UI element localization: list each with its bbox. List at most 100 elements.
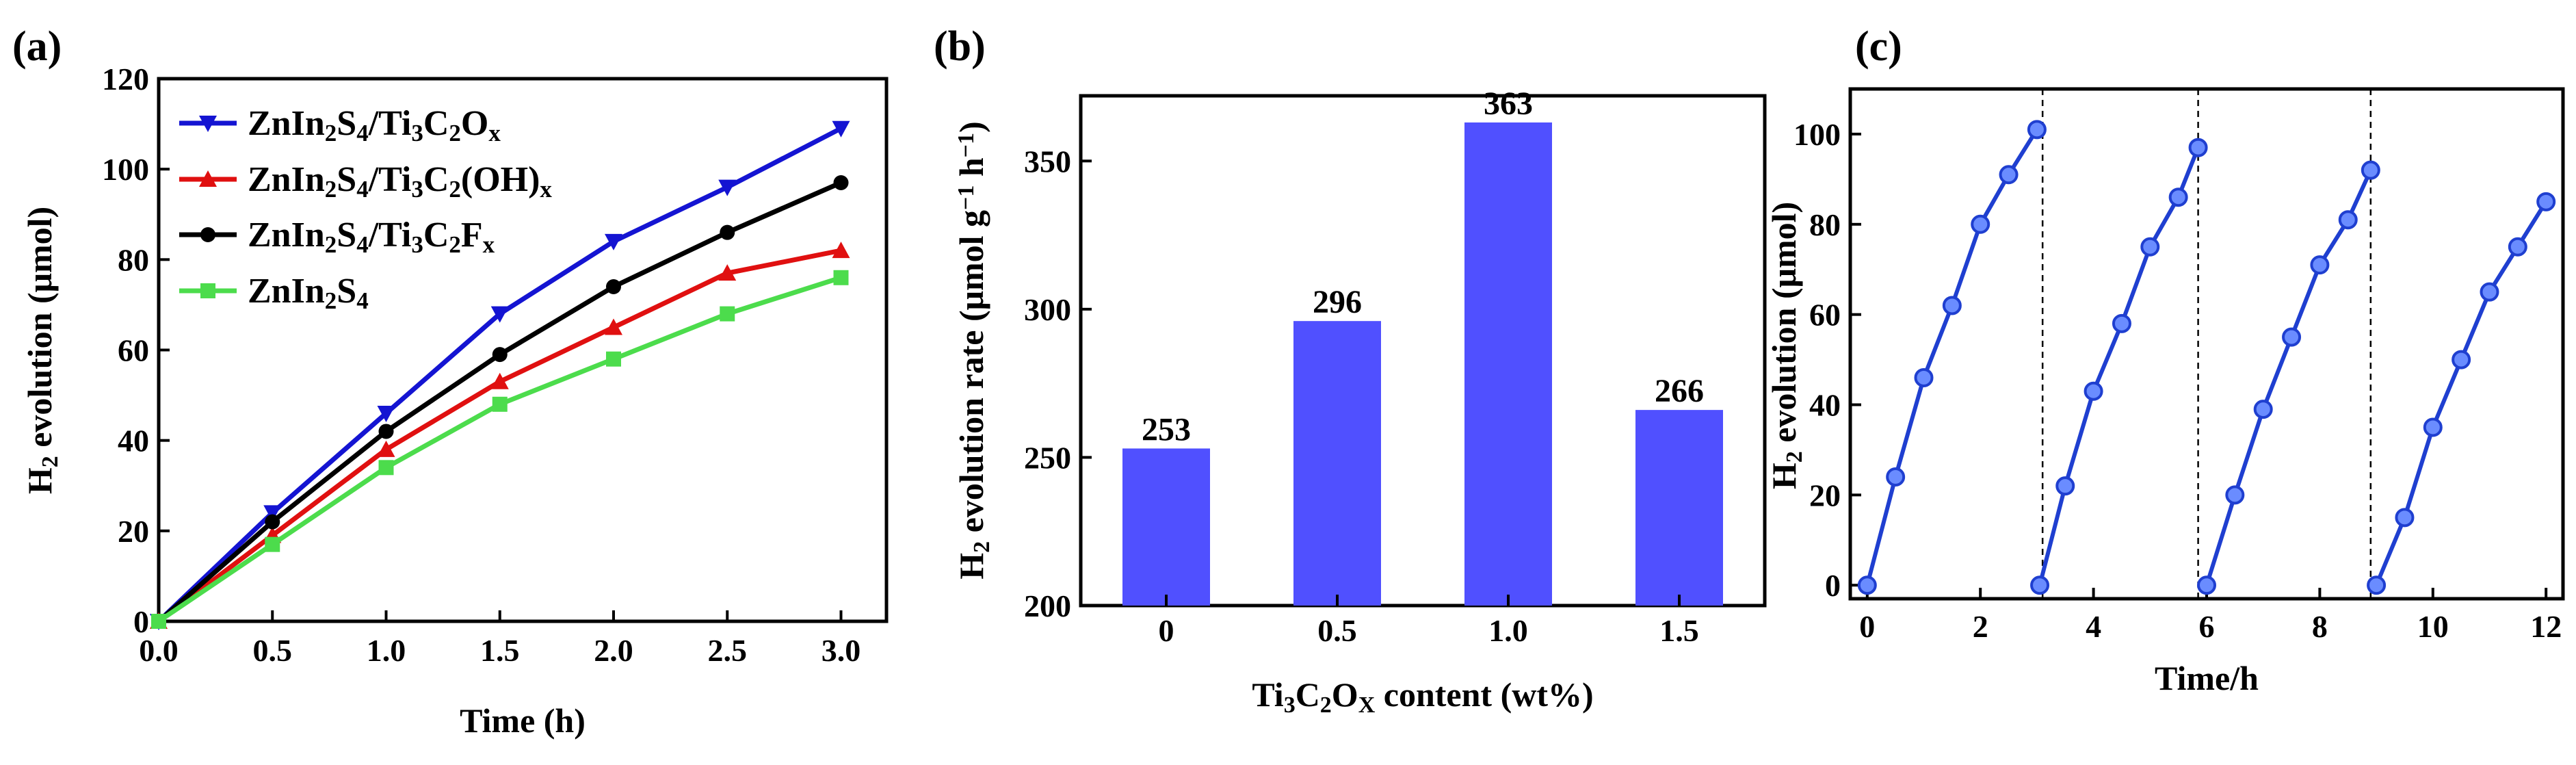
panel-a-data-point xyxy=(606,351,621,367)
panel-a-x-axis-label: Time (h) xyxy=(460,701,586,740)
panel-c-x-tick-label: 10 xyxy=(2417,609,2449,644)
panel-c-plot-frame xyxy=(1848,87,2565,601)
panel-a-legend-label: ZnIn2S4 xyxy=(248,272,369,314)
panel-a-x-tick-label: 3.0 xyxy=(822,633,861,668)
panel-c-data-point xyxy=(1942,296,1962,315)
panel-a-data-point xyxy=(265,536,280,552)
panel-b-plot-frame xyxy=(1079,94,1767,608)
panel-b-bar xyxy=(1464,122,1552,606)
panel-c-cycle-2 xyxy=(2030,138,2208,595)
panel-a-legend: ZnIn2S4/Ti3C2Ox ZnIn2S4/Ti3C2(OH)x ZnIn2S4… xyxy=(179,104,552,314)
panel-c-label: (c) xyxy=(1855,23,1902,70)
panel-a-data-point xyxy=(490,306,509,323)
panel-c-cycle-3 xyxy=(2197,160,2380,595)
panel-a-x-tick-label: 1.0 xyxy=(367,633,406,668)
panel-a-y-tick-label: 120 xyxy=(102,62,149,96)
panel-c-x-axis-label: Time/h xyxy=(2155,659,2259,697)
panel-a-data-point xyxy=(263,505,282,522)
panel-a-legend-marker xyxy=(199,170,217,187)
panel-b-x-tick-label: 1.5 xyxy=(1659,613,1699,648)
panel-c-data-point xyxy=(2168,187,2188,207)
panel-c-data-point xyxy=(2027,120,2047,140)
panel-a-x-tick-label: 2.5 xyxy=(708,633,748,668)
panel-c-data-point xyxy=(2367,575,2387,595)
panel-a-data-point xyxy=(720,224,735,240)
panel-a-y-tick-label: 60 xyxy=(118,333,149,368)
panel-a-data-point xyxy=(606,278,621,294)
panel-a-x-tick-label: 0.5 xyxy=(253,633,293,668)
panel-b-bar xyxy=(1635,410,1723,606)
panel-a-x-tick-label: 1.5 xyxy=(480,633,520,668)
panel-a-label: (a) xyxy=(12,23,62,70)
panel-c-data-point xyxy=(2361,160,2380,180)
panel-a-legend-marker xyxy=(200,227,215,242)
panel-c-y-tick-label: 0 xyxy=(1825,568,1841,603)
panel-a-data-point xyxy=(378,460,394,476)
panel-c-x-tick-label: 6 xyxy=(2199,609,2215,644)
panel-c-data-point xyxy=(2423,417,2443,437)
panel-a-data-point xyxy=(832,242,850,259)
panel-a-data-point xyxy=(718,179,737,196)
panel-b-bar-value-label: 296 xyxy=(1313,284,1362,320)
panel-a-data-point xyxy=(718,264,737,281)
panel-c-data-point xyxy=(2282,327,2302,347)
panel-c-data-point xyxy=(1857,575,1877,595)
panel-a-data-point xyxy=(832,120,850,138)
panel-c-y-tick-label: 80 xyxy=(1809,207,1841,242)
panel-c-data-point xyxy=(2225,485,2245,505)
panel-b-x-tick-label: 1.0 xyxy=(1488,613,1528,648)
panel-c-data-point xyxy=(2536,192,2556,211)
panel-a-data-point xyxy=(265,514,280,530)
panel-c-cycle-1 xyxy=(1857,120,2047,595)
panel-c-data-point xyxy=(2112,313,2131,333)
panel-a-data-point xyxy=(377,406,395,423)
panel-c-x-tick-label: 12 xyxy=(2530,609,2562,644)
panel-c-data-point xyxy=(2030,575,2050,595)
panel-a-y-tick-label: 80 xyxy=(118,242,149,277)
panel-b-y-tick-label: 350 xyxy=(1024,144,1071,179)
panel-a-data-point xyxy=(492,396,508,412)
panel-c-data-point xyxy=(2480,282,2499,302)
panel-c-y-tick-label: 40 xyxy=(1809,388,1841,423)
panel-c-data-point xyxy=(1971,214,1990,234)
panel-c-cycle-chart: (c) 0 2 4 6 8 10 12 0 20 40 60 80 100 Time/h H2 evol… xyxy=(1765,23,2565,697)
panel-a-series-3 xyxy=(151,270,849,629)
panel-a-legend-label: ZnIn2S4/Ti3C2Ox xyxy=(248,104,501,146)
panel-a-y-tick-label: 40 xyxy=(118,424,149,458)
panel-c-y-tick-label: 100 xyxy=(1793,117,1841,152)
panel-a-legend-marker xyxy=(199,116,217,132)
panel-c-cycle-4 xyxy=(2367,192,2556,595)
panel-c-data-point xyxy=(2055,476,2075,496)
panel-b-y-tick-label: 200 xyxy=(1024,588,1071,623)
panel-c-data-point xyxy=(2253,400,2273,419)
panel-c-data-point xyxy=(2395,508,2415,528)
panel-a-legend-marker xyxy=(200,283,215,298)
panel-c-data-point xyxy=(2508,237,2527,257)
panel-b-y-axis-label: H2 evolution rate (μmol g−1 h−1) xyxy=(952,121,995,579)
panel-a-data-point xyxy=(720,306,735,322)
panel-c-data-point xyxy=(1886,467,1906,487)
panel-b-x-tick-label: 0 xyxy=(1159,613,1174,648)
panel-a-x-tick-label: 0.0 xyxy=(139,633,179,668)
panel-c-cycle-line xyxy=(2374,200,2548,586)
panel-a-y-tick-label: 100 xyxy=(102,152,149,187)
panel-a-data-point xyxy=(378,424,394,439)
panel-a-y-tick-label: 0 xyxy=(133,604,149,639)
panel-c-x-tick-label: 4 xyxy=(2086,609,2101,644)
panel-c-y-tick-label: 20 xyxy=(1809,478,1841,513)
panel-c-data-point xyxy=(2197,575,2216,595)
panel-b-x-tick-label: 0.5 xyxy=(1317,613,1357,648)
panel-a-data-point xyxy=(605,318,622,335)
panel-c-cycle-line xyxy=(2038,146,2200,586)
panel-b-bar-value-label: 363 xyxy=(1484,86,1533,122)
panel-a-data-point xyxy=(377,440,395,457)
panel-c-y-tick-label: 60 xyxy=(1809,298,1841,333)
panel-a-data-point xyxy=(490,372,509,389)
panel-a-data-point xyxy=(605,233,622,250)
panel-b-bar xyxy=(1293,321,1381,606)
panel-b-y-tick-label: 300 xyxy=(1024,292,1071,327)
panel-c-cycle-line xyxy=(2205,169,2373,586)
panel-a-line-chart: (a) 0.0 0.5 1.0 1.5 2.0 2.5 3.0 0 20 40 60 80 100 120… xyxy=(12,23,889,740)
panel-b-y-tick-label: 250 xyxy=(1024,440,1071,475)
panel-a-data-point xyxy=(492,347,508,363)
